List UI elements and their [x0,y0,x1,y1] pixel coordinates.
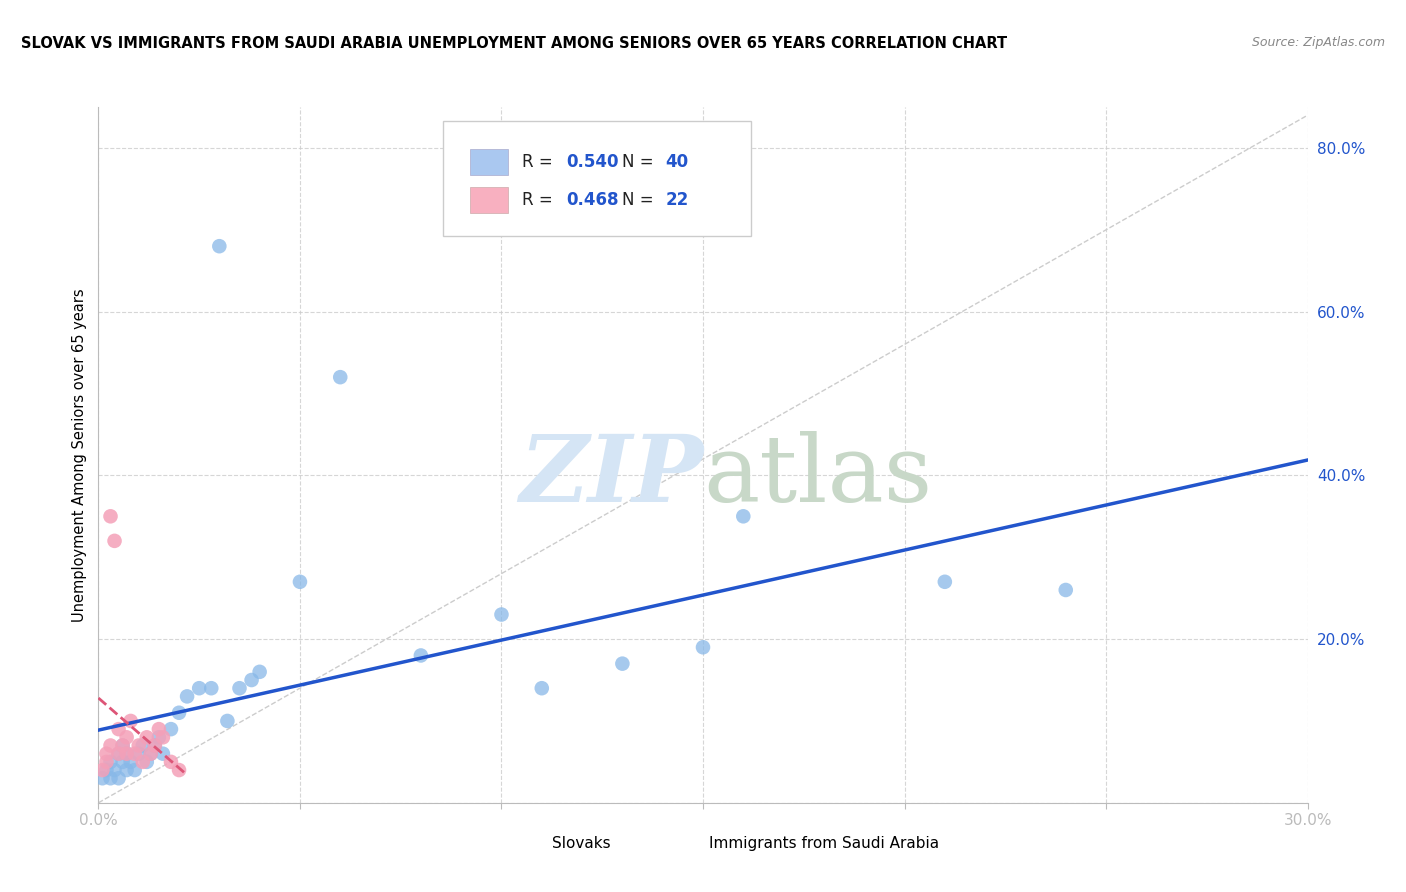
Point [152,747,174,761]
Point [115,731,138,745]
Point [200,681,222,696]
Point [692,640,714,655]
Text: N =: N = [621,153,659,171]
Y-axis label: Unemployment Among Seniors over 65 years: Unemployment Among Seniors over 65 years [72,288,87,622]
FancyBboxPatch shape [470,187,509,213]
FancyBboxPatch shape [666,833,699,855]
Point [530,681,553,696]
Point [152,731,174,745]
Point [103,533,125,548]
Point [111,739,134,753]
Point [148,731,170,745]
Text: R =: R = [522,153,558,171]
Point [160,755,183,769]
Point [100,739,122,753]
Point [135,755,157,769]
Point [115,747,138,761]
FancyBboxPatch shape [470,149,509,175]
Point [139,747,162,761]
Text: SLOVAK VS IMMIGRANTS FROM SAUDI ARABIA UNEMPLOYMENT AMONG SENIORS OVER 65 YEARS : SLOVAK VS IMMIGRANTS FROM SAUDI ARABIA U… [21,36,1007,51]
Point [132,755,155,769]
Point [409,648,432,663]
Point [100,755,122,769]
Point [128,747,150,761]
Point [148,722,170,736]
Point [143,739,166,753]
Point [96,747,118,761]
Text: N =: N = [621,191,659,210]
Point [491,607,513,622]
Point [120,714,142,728]
FancyBboxPatch shape [509,833,541,855]
Point [124,747,146,761]
Text: Immigrants from Saudi Arabia: Immigrants from Saudi Arabia [709,837,939,851]
Point [132,739,155,753]
Point [96,755,118,769]
Point [135,731,157,745]
Point [100,771,122,785]
Text: 40: 40 [665,153,689,171]
Point [124,763,146,777]
Point [91,763,114,777]
Point [176,690,198,704]
Point [143,739,166,753]
Text: atlas: atlas [703,431,932,521]
Point [288,574,311,589]
Point [249,665,271,679]
Text: Source: ZipAtlas.com: Source: ZipAtlas.com [1251,36,1385,49]
Text: ZIP: ZIP [519,431,703,521]
Point [115,747,138,761]
Point [167,763,190,777]
Text: R =: R = [522,191,558,210]
Point [217,714,239,728]
Point [107,771,129,785]
FancyBboxPatch shape [443,121,751,235]
Point [115,763,138,777]
Text: 0.468: 0.468 [567,191,619,210]
Text: Slovaks: Slovaks [551,837,610,851]
Point [111,739,134,753]
Point [160,722,183,736]
Point [228,681,250,696]
Point [733,509,755,524]
Text: 0.540: 0.540 [567,153,619,171]
Point [612,657,634,671]
Point [107,747,129,761]
Point [120,755,142,769]
Point [329,370,352,384]
Point [240,673,263,687]
Point [91,771,114,785]
Point [107,747,129,761]
Point [208,239,231,253]
Point [107,722,129,736]
Point [1054,582,1077,597]
Point [100,509,122,524]
Point [188,681,211,696]
Point [128,739,150,753]
Point [167,706,190,720]
Point [111,755,134,769]
Point [934,574,956,589]
Point [96,763,118,777]
Point [139,747,162,761]
Point [103,763,125,777]
Text: 22: 22 [665,191,689,210]
